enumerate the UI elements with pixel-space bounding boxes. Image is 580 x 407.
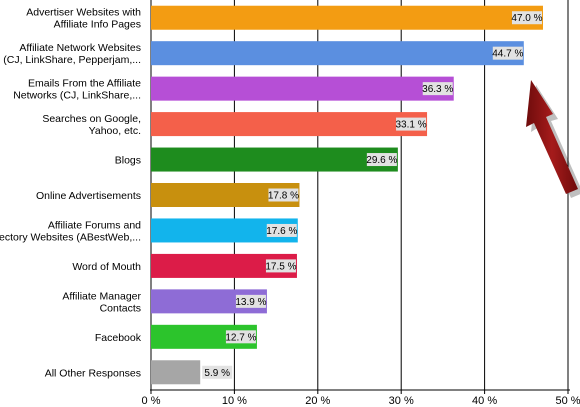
value-label: 44.7 %: [492, 49, 523, 60]
category-label: Affiliate Network Websites (CJ, LinkShare…: [3, 42, 141, 66]
value-label: 5.9 %: [204, 368, 230, 379]
bar: [151, 360, 201, 385]
value-label-box: [366, 153, 397, 167]
category-label: Affiliate Forums and Directory Websites (…: [0, 219, 141, 243]
annotation-arrow: [526, 80, 580, 198]
value-label-box: [492, 46, 523, 60]
category-label: Word of Mouth: [72, 261, 141, 273]
x-tick-label: 40 %: [472, 395, 497, 407]
x-tick-labels: 0 % 10 % 20 % 30 % 40 % 50 %: [142, 395, 580, 407]
value-label: 17.5 %: [265, 261, 296, 272]
x-tick-label: 10 %: [222, 395, 247, 407]
category-labels: Advertiser Websites with Affiliate Info P…: [0, 7, 142, 380]
bar: [151, 5, 543, 30]
category-label: Advertiser Websites with Affiliate Info P…: [26, 7, 141, 31]
value-label-box: [225, 330, 256, 344]
category-label: Searches on Google, Yahoo, etc.: [42, 113, 141, 137]
category-label: Online Advertisements: [36, 190, 141, 202]
value-label-box: [266, 223, 297, 237]
value-label: 47.0 %: [511, 13, 542, 24]
category-label: Affiliate Manager Contacts: [62, 290, 141, 314]
value-label: 29.6 %: [366, 155, 397, 166]
bar: [151, 41, 524, 66]
value-label: 36.3 %: [422, 84, 453, 95]
category-label: All Other Responses: [45, 367, 141, 379]
value-label-box: [202, 365, 233, 379]
x-tick-label: 20 %: [305, 395, 330, 407]
arrow-shape: [526, 80, 578, 194]
x-tick-label: 0 %: [142, 395, 161, 407]
value-label-box: [422, 82, 453, 96]
value-label: 33.1 %: [395, 120, 426, 131]
value-label: 13.9 %: [235, 297, 266, 308]
bars: [151, 5, 543, 385]
bar: [151, 147, 398, 172]
value-label-box: [511, 11, 542, 25]
value-label-box: [268, 188, 299, 202]
bar: [151, 112, 428, 137]
category-label: Facebook: [95, 332, 142, 344]
x-tick-label: 50 %: [555, 395, 580, 407]
value-label: 17.6 %: [266, 226, 297, 237]
x-tick-label: 30 %: [389, 395, 414, 407]
value-label-box: [265, 259, 296, 273]
value-label-box: [235, 294, 266, 308]
category-label: Emails From the Affiliate Networks (CJ, L…: [13, 78, 141, 102]
value-label: 17.8 %: [268, 191, 299, 202]
value-label-box: [396, 117, 427, 131]
category-label: Blogs: [115, 155, 141, 167]
value-labels: 47.0 % 44.7 % 36.3 % 33.1 % 29.6 % 17.8 % 17.6…: [202, 11, 543, 379]
value-label: 12.7 %: [225, 332, 256, 343]
bar: [151, 76, 454, 101]
